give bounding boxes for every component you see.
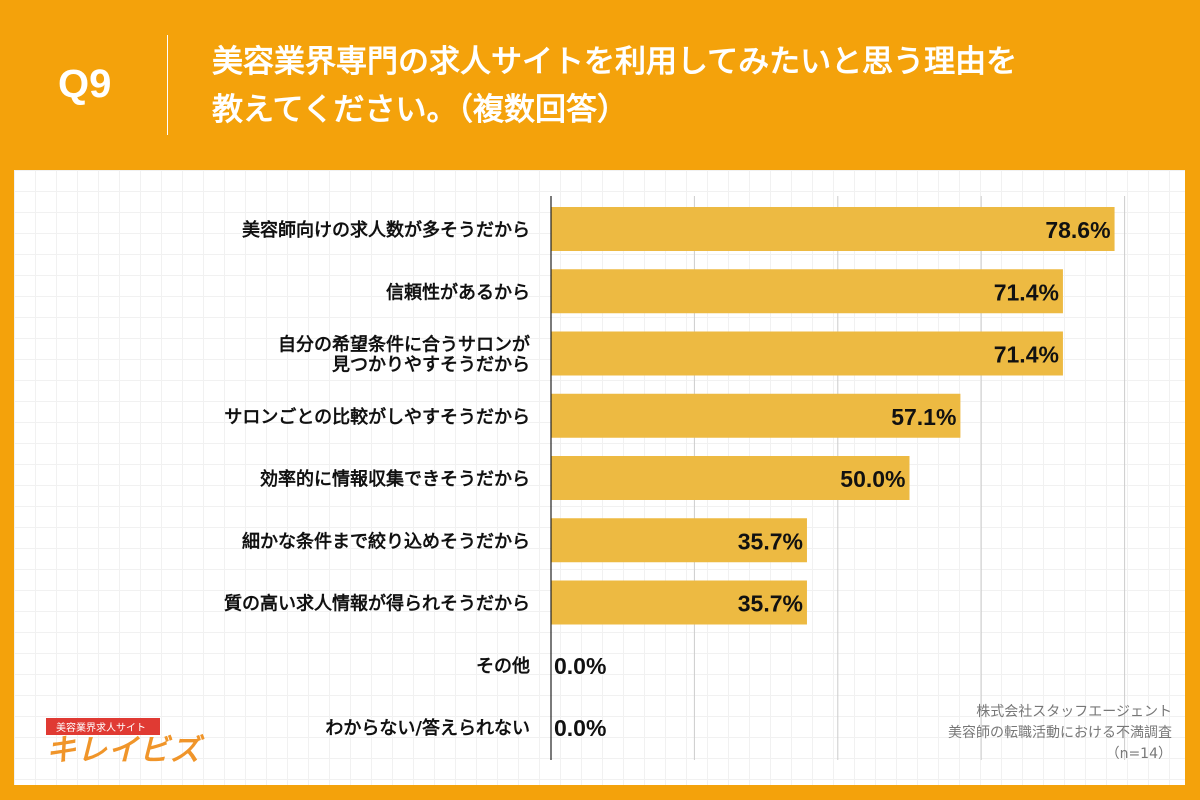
data-label: 71.4% [994, 279, 1059, 305]
credit-company: 株式会社スタッフエージェント [976, 704, 1172, 720]
bar [551, 456, 910, 500]
logo: 美容業界求人サイト キレイビズ [46, 716, 201, 767]
data-label: 78.6% [1045, 217, 1110, 243]
category-label: その他 [476, 655, 530, 677]
category-label: 自分の希望条件に合うサロンが見つかりやすそうだから [278, 334, 530, 376]
data-label: 57.1% [891, 404, 956, 430]
category-label: わからない/答えられない [325, 717, 530, 739]
bar [551, 393, 961, 438]
category-label: サロンごとの比較がしやすそうだから [224, 406, 530, 428]
divider [167, 35, 168, 135]
chart-title: 美容業界専門の求人サイトを利用してみたいと思う理由を 教えてください。（複数回答… [212, 44, 1018, 128]
bar [551, 518, 807, 563]
logo-tagline: 美容業界求人サイト [46, 718, 160, 735]
bar [551, 580, 807, 625]
data-label: 71.4% [994, 342, 1059, 368]
bar [551, 207, 1115, 251]
logo-name: キレイビズ [46, 733, 201, 768]
question-number: Q9 [58, 62, 112, 106]
credit-survey: 美容師の転職活動における不満調査 [948, 725, 1172, 741]
category-label: 細かな条件まで絞り込めそうだから [242, 530, 530, 552]
credit-sample: （n=14） [1105, 746, 1172, 762]
data-label: 35.7% [738, 528, 803, 554]
category-label: 効率的に情報収集できそうだから [260, 468, 530, 490]
data-label: 0.0% [554, 715, 606, 741]
data-label: 35.7% [738, 591, 803, 617]
category-label: 美容師向けの求人数が多そうだから [242, 219, 530, 241]
data-label: 0.0% [554, 653, 606, 679]
category-label: 信頼性があるから [386, 281, 530, 303]
data-label: 50.0% [840, 466, 905, 492]
bar [551, 331, 1063, 376]
category-label: 質の高い求人情報が得られそうだから [224, 593, 530, 615]
credit: 株式会社スタッフエージェント 美容師の転職活動における不満調査 （n=14） [948, 702, 1172, 765]
bar [551, 269, 1063, 314]
